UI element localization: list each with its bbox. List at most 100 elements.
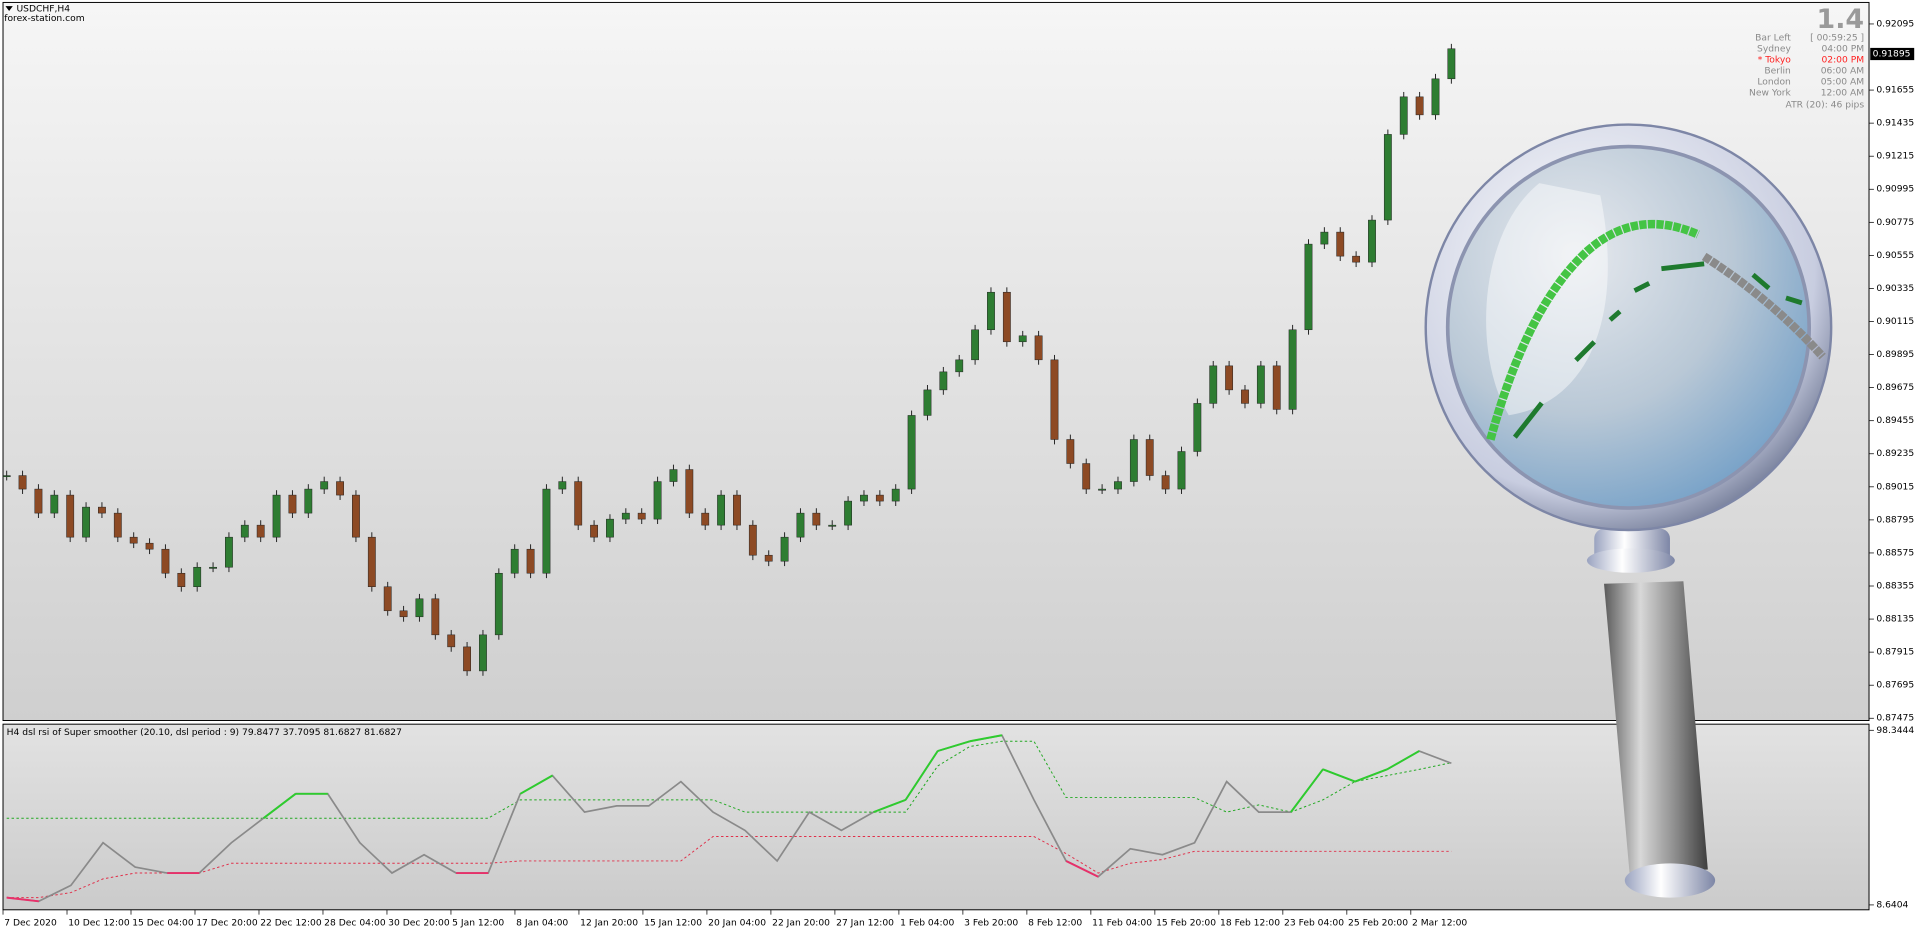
menu-triangle[interactable] [5,6,13,11]
candle-body [1193,403,1202,452]
x-tick-label: 8 Feb 12:00 [1028,919,1082,929]
x-tick-label: 20 Jan 04:00 [708,919,766,929]
candle-body [336,481,344,496]
y-tick-label: 0.91215 [1876,152,1914,162]
last-price-box [1870,47,1915,61]
candle-body [923,389,932,416]
level-line [6,836,1452,899]
candle-body [1066,439,1075,464]
candle-body [1209,365,1218,404]
candle-body [463,646,471,672]
x-tick-label: 15 Jan 12:00 [644,919,702,929]
candle-body [606,518,614,538]
candle-body [1161,475,1170,490]
info-value: 04:00 PM [1821,44,1864,54]
y-tick-label: 0.91435 [1876,119,1914,129]
candle-body [685,469,694,514]
candle-body [431,598,440,636]
candle-body [1352,255,1361,263]
y-tick-label: 0.88135 [1876,615,1914,625]
y-tick-label: 0.89675 [1876,383,1914,393]
candle-body [1272,365,1281,410]
zoomed-neutral-line [1701,252,1826,360]
zoomed-up-line [1486,219,1700,441]
candle-body [701,512,710,526]
plot-layer: 0.92095 0.91655 0.91435 0.91215 0.90995 0.907… [2,19,1915,929]
candle-body [1129,439,1138,482]
candle-body [66,494,75,538]
candle-body [193,566,202,588]
candle-body [1034,335,1043,361]
y-tick-label: 0.89455 [1876,416,1914,426]
info-value: [ 00:59:25 ] [1810,33,1864,43]
candle-body [145,542,154,550]
y-tick-label: 0.88795 [1876,515,1914,525]
info-value: 05:00 AM [1821,77,1864,87]
candle-body [272,494,281,538]
y-tick-label: 0.87695 [1876,681,1914,691]
x-tick-label: 30 Dec 20:00 [388,919,450,929]
x-tick-label: 27 Jan 12:00 [836,919,894,929]
magnifier [1424,123,1833,898]
candle-body [1241,389,1249,404]
candle-body [1082,463,1091,490]
x-tick-label: 1 Feb 04:00 [900,919,954,929]
candle-body [939,371,948,391]
candle-body [129,536,138,544]
candle-body [415,598,424,618]
x-tick-label: 23 Feb 04:00 [1284,919,1344,929]
candle-body [383,586,392,612]
rsi-segment [1386,750,1420,771]
magnifier-handle [1604,581,1708,875]
info-panel: Bar Left [ 00:59:25 ] Sydney 04:00 PM * Toky… [1749,33,1864,98]
candle-body [955,359,964,373]
candle-body [256,524,265,538]
y-tick-label: 0.90775 [1876,218,1914,228]
rsi-segment [262,793,297,819]
candle-body [50,494,59,514]
y-tick-label: 0.88355 [1876,582,1914,592]
candle-body [1114,481,1122,490]
y-tick-label: 0.90555 [1876,251,1914,261]
candle-body [1383,134,1392,221]
candle-body [113,512,122,538]
zoomed-level-dots [1512,261,1803,439]
y-tick-label: 0.87915 [1876,648,1914,658]
info-counter: 1.4 [1817,4,1865,35]
candle-body [1304,243,1313,331]
x-tick-label: 25 Feb 20:00 [1348,919,1408,929]
candle-body [494,572,503,636]
watermark: forex-station.com [4,14,85,24]
info-value: 06:00 AM [1821,66,1864,76]
magnifier-cap [1624,863,1716,898]
candle-body [225,536,233,568]
last-price-label: 0.91895 [1873,50,1911,60]
info-label: Berlin [1764,66,1791,76]
magnifier-lens [1445,144,1812,510]
candle-body [844,500,852,526]
candle-body [161,548,170,574]
candle-body [526,548,535,574]
candle-body [209,566,217,569]
x-tick-label: 8 Jan 04:00 [516,919,568,929]
y-tick-label: 0.92095 [1876,19,1914,29]
info-label: New York [1749,88,1792,98]
y-tick-label: 0.90335 [1876,284,1914,294]
candle-body [177,572,186,588]
rsi-segment [904,750,939,801]
rsi-segment [1354,768,1388,783]
y-tick-label: 0.89895 [1876,350,1914,360]
candle-body [1177,451,1186,490]
candle-body [399,610,408,618]
candle-body [653,481,662,520]
candle-body [987,291,995,331]
candle-body [1320,231,1329,245]
info-label: * Tokyo [1758,55,1791,65]
candle-body [907,415,916,490]
candle-body [764,554,773,562]
candle-body [367,536,376,588]
rsi-segment [937,740,971,752]
candle-body [1050,359,1059,440]
candle-body [1225,365,1234,391]
